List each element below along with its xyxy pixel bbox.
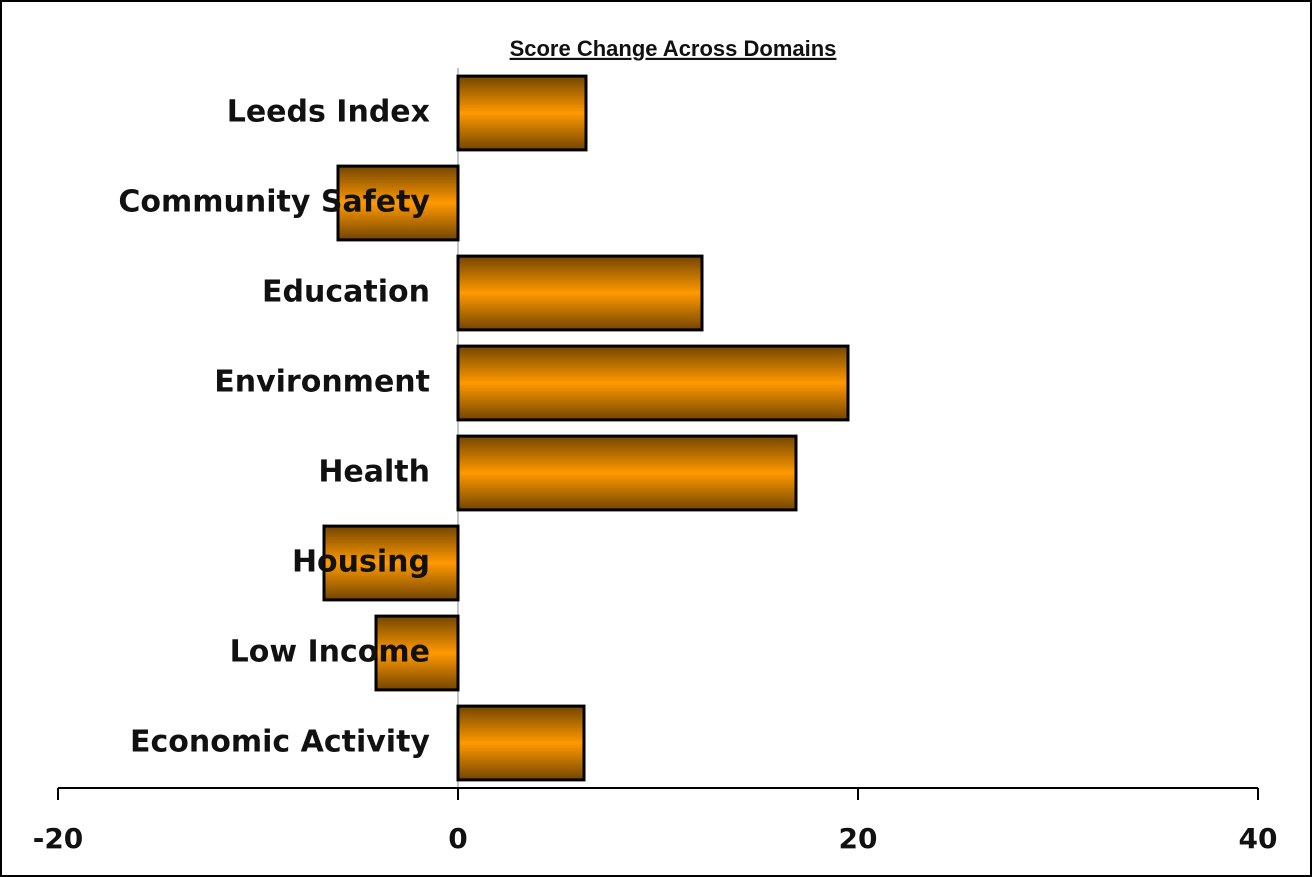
bar	[456, 704, 586, 782]
y-tick-label: Community Safety	[118, 185, 430, 220]
y-tick-label: Education	[262, 275, 430, 310]
x-tick-label: 0	[448, 822, 467, 855]
chart-title: Score Change Across Domains	[510, 36, 837, 61]
bar	[456, 344, 850, 422]
y-tick-label: Leeds Index	[227, 95, 430, 130]
bar	[456, 254, 704, 332]
y-tick-label: Low Income	[230, 635, 430, 670]
y-tick-label: Housing	[292, 545, 430, 580]
y-tick-label: Environment	[214, 365, 430, 400]
bar	[456, 434, 798, 512]
x-tick-label: 20	[839, 822, 878, 855]
x-tick-label: -20	[33, 822, 84, 855]
y-tick-label: Health	[318, 455, 430, 490]
bar	[456, 74, 588, 152]
x-tick-label: 40	[1239, 822, 1278, 855]
y-tick-label: Economic Activity	[130, 725, 430, 760]
